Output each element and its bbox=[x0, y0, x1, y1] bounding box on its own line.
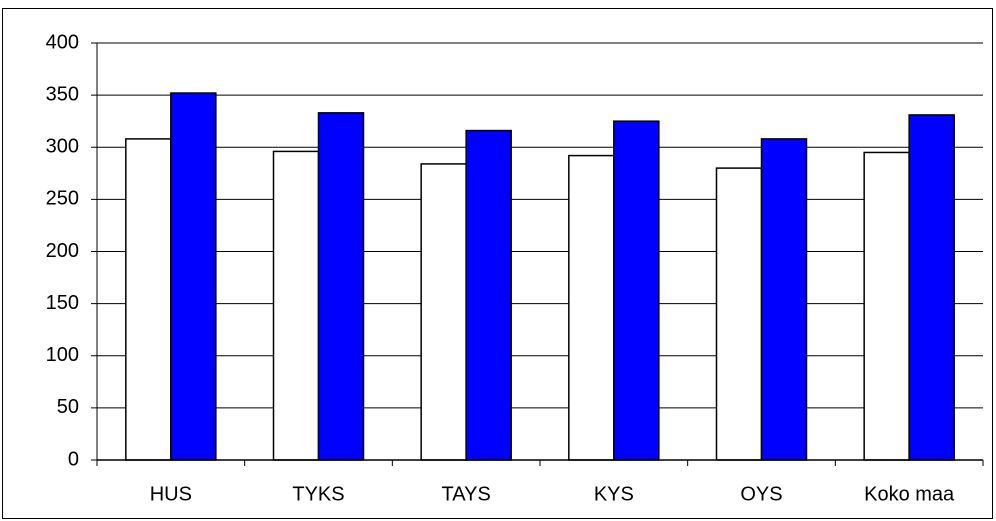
bar bbox=[613, 120, 660, 461]
bar bbox=[170, 92, 217, 461]
y-tick-label: 400 bbox=[46, 31, 79, 53]
y-tick-label: 50 bbox=[57, 396, 79, 418]
bar bbox=[715, 167, 763, 461]
y-tick-label: 200 bbox=[46, 240, 79, 262]
x-tick-label: KYS bbox=[594, 483, 634, 505]
bar bbox=[908, 114, 955, 461]
bar bbox=[125, 138, 172, 461]
x-tick-label: OYS bbox=[740, 483, 782, 505]
bar bbox=[760, 138, 808, 461]
y-tick-label: 150 bbox=[46, 292, 79, 314]
bar bbox=[272, 150, 320, 461]
y-tick-label: 100 bbox=[46, 344, 79, 366]
bar bbox=[465, 129, 512, 461]
y-tick-label: 300 bbox=[46, 136, 79, 158]
x-tick-label: HUS bbox=[150, 483, 192, 505]
y-tick-label: 0 bbox=[68, 448, 79, 470]
bar bbox=[568, 154, 615, 461]
x-tick-label: TYKS bbox=[292, 483, 344, 505]
y-tick-label: 350 bbox=[46, 83, 79, 105]
bar bbox=[420, 163, 467, 461]
bar bbox=[317, 112, 365, 461]
bar bbox=[863, 151, 910, 461]
y-tick-label: 250 bbox=[46, 188, 79, 210]
x-tick-label: TAYS bbox=[442, 483, 491, 505]
x-tick-label: Koko maa bbox=[864, 483, 955, 505]
